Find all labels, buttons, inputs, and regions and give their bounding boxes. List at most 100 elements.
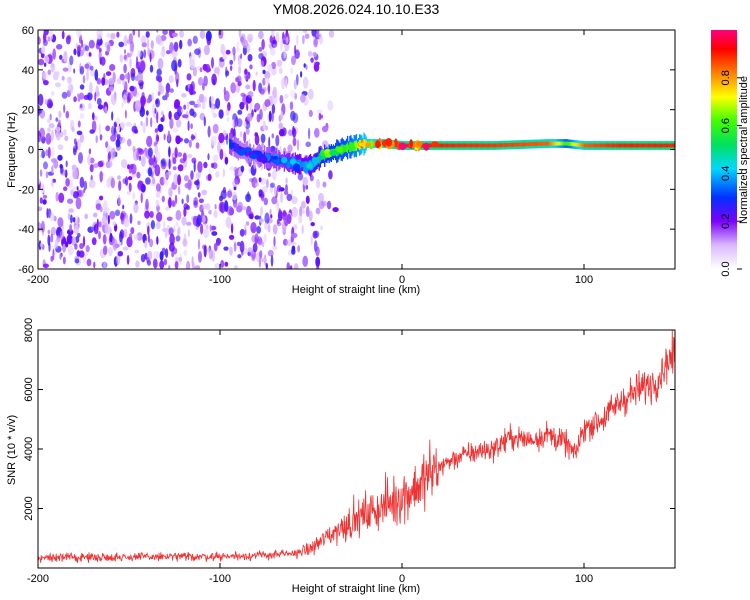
noise-speckle <box>263 197 268 206</box>
ridge-core <box>533 142 536 146</box>
noise-speckle <box>146 135 153 148</box>
noise-speckle <box>64 135 69 141</box>
noise-speckle <box>45 171 49 179</box>
noise-speckle <box>284 93 289 99</box>
noise-speckle <box>173 41 179 52</box>
noise-speckle <box>132 192 136 200</box>
ridge-core <box>564 141 566 146</box>
noise-speckle <box>211 57 214 69</box>
snr-panel: -200 -100 0 100 2000 4000 6000 8000 Height of … <box>6 318 676 595</box>
ridge-blob <box>365 142 371 148</box>
noise-speckle <box>106 160 113 169</box>
snr-y-ticks: 2000 4000 6000 8000 <box>23 318 675 521</box>
noise-speckle <box>111 125 115 136</box>
ridge-core <box>463 143 466 148</box>
y-tick-label: -20 <box>18 184 34 196</box>
noise-speckle <box>126 53 132 58</box>
noise-speckle <box>267 64 273 72</box>
noise-speckle <box>152 258 158 269</box>
ridge-core <box>672 143 674 148</box>
noise-speckle <box>79 104 83 109</box>
noise-speckle <box>78 92 85 100</box>
noise-speckle <box>76 138 81 151</box>
noise-speckle <box>57 217 64 228</box>
ridge-blob <box>423 142 430 151</box>
noise-speckle <box>125 122 132 127</box>
ridge-blob <box>272 155 279 160</box>
noise-speckle <box>70 214 73 224</box>
noise-speckle <box>239 131 243 138</box>
noise-speckle <box>89 129 95 134</box>
noise-speckle <box>119 54 124 62</box>
noise-speckle <box>226 190 233 198</box>
noise-speckle <box>137 49 142 58</box>
noise-speckle <box>232 46 236 56</box>
noise-speckle <box>271 111 274 123</box>
noise-speckle <box>110 33 116 40</box>
ridge-core <box>636 143 638 148</box>
noise-speckle <box>181 108 184 113</box>
noise-speckle <box>332 207 339 213</box>
noise-speckle <box>122 246 129 251</box>
noise-speckle <box>281 77 286 90</box>
noise-speckle <box>183 249 188 256</box>
ridge-core <box>530 142 532 147</box>
noise-speckle <box>46 118 51 124</box>
noise-speckle <box>76 130 83 136</box>
noise-speckle <box>137 148 144 155</box>
ridge-core <box>567 141 569 146</box>
noise-speckle <box>166 50 171 55</box>
ridge-core <box>491 143 493 148</box>
noise-speckle <box>67 83 74 92</box>
noise-speckle <box>222 52 228 60</box>
ridge-core <box>622 143 624 148</box>
ridge-core <box>618 143 621 148</box>
ridge-core <box>303 161 305 168</box>
noise-speckle <box>299 206 303 217</box>
noise-speckle <box>315 246 320 257</box>
ridge-core <box>556 141 558 146</box>
noise-speckle <box>61 75 65 81</box>
ridge-core <box>626 143 628 148</box>
noise-speckle <box>270 182 275 188</box>
noise-speckle <box>76 186 79 191</box>
noise-speckle <box>139 60 146 72</box>
noise-speckle <box>260 60 265 68</box>
noise-speckle <box>75 236 80 243</box>
ridge-core <box>461 143 463 148</box>
noise-speckle <box>273 185 277 197</box>
noise-speckle <box>43 161 48 170</box>
noise-speckle <box>141 42 147 48</box>
y-tick-label: 8000 <box>23 318 35 342</box>
noise-speckle <box>175 135 181 145</box>
noise-speckle <box>48 102 53 108</box>
noise-speckle <box>291 232 298 239</box>
ridge-core <box>456 143 458 148</box>
noise-speckle <box>140 95 147 106</box>
ridge-blob <box>354 141 358 148</box>
ridge-core <box>472 143 474 148</box>
noise-speckle <box>158 81 163 93</box>
noise-speckle <box>265 262 268 269</box>
ridge-core <box>621 143 623 148</box>
ridge-core <box>504 143 506 147</box>
ridge-core <box>438 143 441 148</box>
ridge-core <box>344 144 347 152</box>
noise-speckle <box>302 176 308 186</box>
ridge-core <box>507 143 509 147</box>
noise-speckle <box>232 119 235 130</box>
noise-speckle <box>69 224 72 232</box>
noise-speckle <box>271 196 278 205</box>
noise-speckle <box>245 127 250 135</box>
noise-speckle <box>268 110 272 123</box>
noise-speckle <box>234 265 238 269</box>
ridge-core <box>665 143 668 148</box>
noise-speckle <box>199 67 203 73</box>
noise-speckle <box>258 30 264 40</box>
noise-speckle <box>245 84 251 90</box>
noise-speckle <box>73 224 79 235</box>
noise-speckle <box>229 166 235 171</box>
noise-speckle <box>276 218 280 224</box>
noise-speckle <box>51 179 54 188</box>
ridge-core <box>244 147 246 156</box>
